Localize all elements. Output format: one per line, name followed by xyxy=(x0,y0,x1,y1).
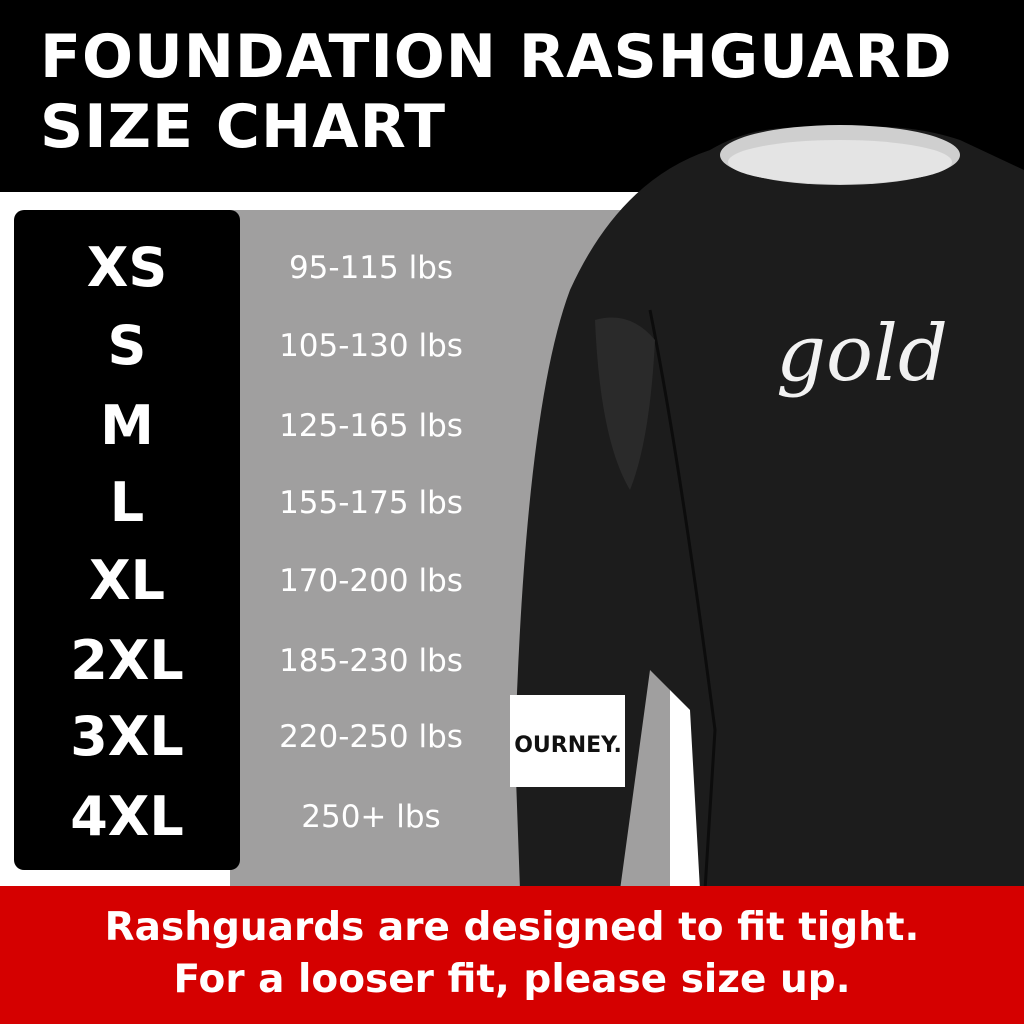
weight-range: 155-175 lbs xyxy=(279,485,463,521)
size-label: L xyxy=(109,471,145,534)
rashguard-image: OURNEY. gold xyxy=(510,125,1024,890)
weight-range: 95-115 lbs xyxy=(288,250,454,286)
size-row: M 125-165 lbs xyxy=(0,387,480,465)
size-row: 3XL 220-250 lbs xyxy=(0,698,480,776)
header: FOUNDATION RASHGUARD SIZE CHART xyxy=(0,0,1024,192)
sleeve-band-text: OURNEY. xyxy=(514,733,622,758)
size-row: 2XL 185-230 lbs xyxy=(0,622,480,700)
shirt-sleeve-seam xyxy=(648,309,717,890)
weight-range: 170-200 lbs xyxy=(279,563,463,599)
size-row: XS 95-115 lbs xyxy=(0,229,480,307)
weight-range: 105-130 lbs xyxy=(279,328,463,364)
fit-notice-line-2: For a looser fit, please size up. xyxy=(173,957,851,1002)
size-label: XL xyxy=(88,549,166,612)
size-row: XL 170-200 lbs xyxy=(0,542,480,620)
weight-range: 220-250 lbs xyxy=(279,719,463,755)
mesh-panel xyxy=(595,317,655,490)
sleeve-band xyxy=(510,695,625,787)
page-title: FOUNDATION RASHGUARD SIZE CHART xyxy=(40,22,953,162)
size-label: 4XL xyxy=(70,785,184,848)
weight-range: 125-165 lbs xyxy=(279,408,463,444)
title-line-2: SIZE CHART xyxy=(40,92,447,162)
size-panel xyxy=(14,210,240,870)
title-line-1: FOUNDATION RASHGUARD xyxy=(40,22,953,92)
fit-notice-line-1: Rashguards are designed to fit tight. xyxy=(104,905,920,950)
weight-range: 185-230 lbs xyxy=(279,643,463,679)
fit-notice: Rashguards are designed to fit tight. Fo… xyxy=(0,886,1024,1024)
shirt-body xyxy=(515,126,1024,890)
size-label: M xyxy=(100,394,154,457)
size-label: 2XL xyxy=(70,629,184,692)
size-label: XS xyxy=(86,236,168,299)
weight-range: 250+ lbs xyxy=(301,799,441,835)
size-row: L 155-175 lbs xyxy=(0,464,480,542)
size-label: 3XL xyxy=(70,705,184,768)
size-row: S 105-130 lbs xyxy=(0,307,480,385)
size-row: 4XL 250+ lbs xyxy=(0,778,480,856)
size-label: S xyxy=(107,314,147,377)
chest-logo: gold xyxy=(776,309,948,399)
